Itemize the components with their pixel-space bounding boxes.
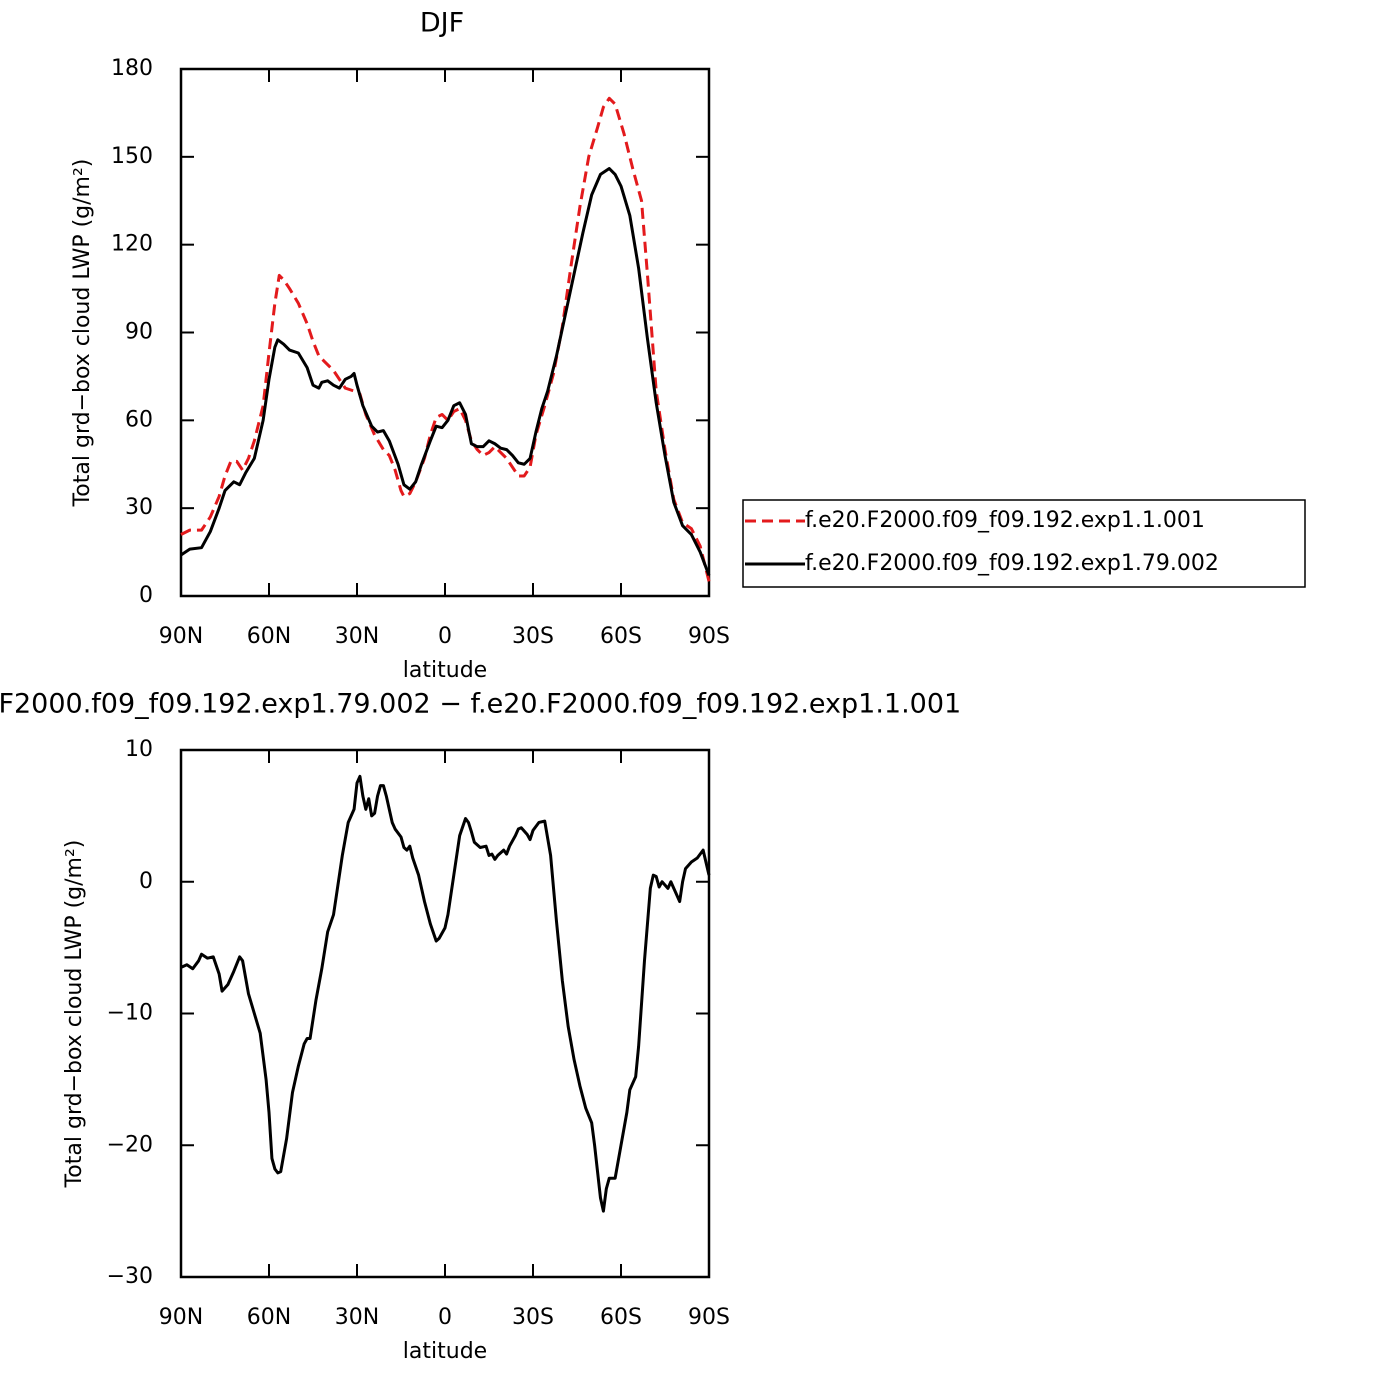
x-axis-label: latitude xyxy=(403,658,487,683)
legend-box xyxy=(742,499,1306,588)
x-tick-label: 90S xyxy=(688,1305,730,1330)
y-axis-label: Total grd−box cloud LWP (g/m²) xyxy=(70,159,95,508)
x-tick-label: 60N xyxy=(247,1305,291,1330)
x-tick-label: 30N xyxy=(335,1305,379,1330)
x-tick-label: 30S xyxy=(512,1305,554,1330)
x-tick-label: 90S xyxy=(688,624,730,649)
y-tick-label: 30 xyxy=(125,495,153,520)
y-tick-label: 0 xyxy=(139,583,153,608)
x-tick-label: 60S xyxy=(600,624,642,649)
x-axis-label: latitude xyxy=(403,1339,487,1364)
x-tick-label: 60N xyxy=(247,624,291,649)
y-tick-label: 180 xyxy=(111,56,153,81)
plot-frame xyxy=(179,748,711,1279)
data-line xyxy=(180,774,711,1213)
y-tick-label: 0 xyxy=(139,869,153,894)
x-tick-label: 0 xyxy=(438,1305,452,1330)
y-tick-label: −10 xyxy=(107,1001,153,1026)
y-tick-label: −30 xyxy=(107,1264,153,1289)
x-tick-label: 30N xyxy=(335,624,379,649)
data-line xyxy=(180,96,711,582)
x-tick-label: 60S xyxy=(600,1305,642,1330)
chart-title: DJF xyxy=(420,8,464,39)
y-tick-label: −20 xyxy=(107,1132,153,1157)
y-tick-label: 120 xyxy=(111,232,153,257)
x-tick-label: 30S xyxy=(512,624,554,649)
plot-frame xyxy=(179,67,711,598)
y-axis-label: Total grd−box cloud LWP (g/m²) xyxy=(62,840,87,1189)
y-tick-label: 90 xyxy=(125,320,153,345)
x-tick-label: 0 xyxy=(438,624,452,649)
chart-title: f.e20.F2000.f09_f09.192.exp1.79.002 − f.… xyxy=(0,689,961,720)
x-tick-label: 90N xyxy=(159,1305,203,1330)
y-tick-label: 60 xyxy=(125,407,153,432)
x-tick-label: 90N xyxy=(159,624,203,649)
y-tick-label: 10 xyxy=(125,737,153,762)
y-tick-label: 150 xyxy=(111,144,153,169)
data-line xyxy=(180,167,711,577)
legend-label: f.e20.F2000.f09_f09.192.exp1.79.002 xyxy=(805,551,1219,576)
legend-label: f.e20.F2000.f09_f09.192.exp1.1.001 xyxy=(805,508,1205,533)
